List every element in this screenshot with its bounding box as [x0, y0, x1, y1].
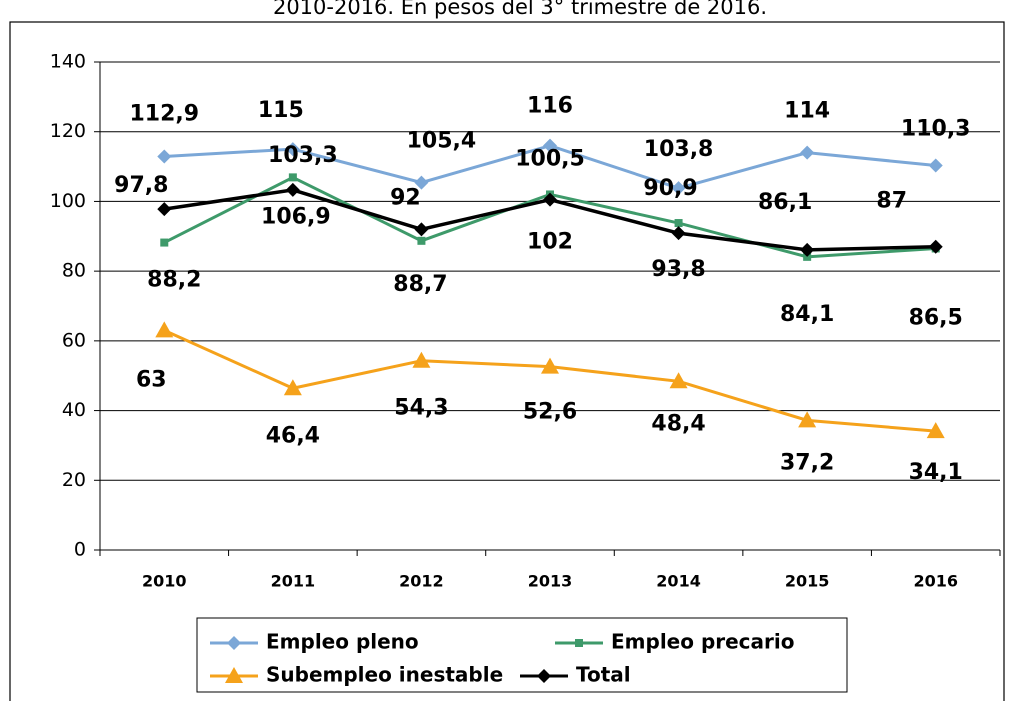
marker	[543, 138, 557, 153]
marker	[543, 192, 557, 207]
x-tick-label: 2014	[656, 572, 701, 591]
marker	[928, 239, 943, 254]
chart-title: 2010-2016. En pesos del 3° trimestre de …	[273, 0, 767, 19]
data-label: 86,5	[909, 305, 963, 330]
data-label: 114	[784, 99, 830, 124]
data-label: 103,8	[644, 137, 714, 162]
marker	[800, 242, 815, 257]
y-tick-label: 20	[62, 469, 86, 491]
x-tick-label: 2016	[913, 572, 958, 591]
data-label: 48,4	[651, 411, 705, 436]
y-tick-label: 100	[50, 190, 86, 212]
y-tick-label: 60	[62, 329, 86, 351]
data-label: 37,2	[780, 450, 834, 475]
data-label: 92	[390, 185, 421, 210]
data-label: 103,3	[268, 143, 338, 168]
x-tick-label: 2015	[785, 572, 830, 591]
data-label: 88,7	[393, 272, 447, 297]
marker	[414, 222, 429, 237]
marker	[285, 182, 300, 197]
x-tick-label: 2012	[399, 572, 444, 591]
data-label: 34,1	[909, 460, 963, 485]
y-tick-label: 40	[62, 399, 86, 421]
marker	[283, 379, 302, 396]
legend-label: Total	[576, 663, 631, 687]
data-label: 116	[527, 94, 573, 119]
data-label: 97,8	[114, 173, 168, 198]
marker	[160, 238, 169, 247]
marker	[157, 149, 172, 164]
data-label: 54,3	[394, 396, 448, 421]
data-label: 112,9	[129, 101, 199, 126]
marker	[674, 219, 683, 228]
data-label: 87	[876, 189, 907, 214]
marker	[541, 357, 559, 374]
marker	[285, 142, 300, 157]
marker	[800, 145, 815, 160]
marker	[155, 321, 174, 338]
legend-marker	[575, 639, 583, 647]
data-label: 102	[527, 229, 573, 254]
data-label: 86,1	[758, 190, 812, 215]
marker	[157, 202, 172, 217]
title-band	[0, 0, 1009, 20]
data-label: 88,2	[147, 268, 201, 293]
y-tick-label: 0	[74, 539, 86, 561]
marker	[412, 351, 431, 368]
data-label: 115	[258, 98, 304, 123]
data-label: 106,9	[261, 204, 331, 229]
x-tick-label: 2010	[142, 572, 187, 591]
data-label: 105,4	[407, 129, 477, 154]
x-tick-label: 2011	[271, 572, 316, 591]
y-tick-label: 80	[62, 260, 86, 282]
legend-marker	[225, 667, 243, 683]
marker	[417, 236, 426, 245]
y-tick-label: 120	[50, 120, 86, 142]
data-label: 46,4	[266, 423, 320, 448]
marker	[928, 158, 943, 173]
marker	[414, 175, 429, 190]
data-label: 110,3	[901, 117, 971, 142]
legend-label: Empleo pleno	[266, 630, 419, 654]
chart-frame	[9, 21, 1005, 701]
data-label: 63	[136, 367, 167, 392]
legend-marker	[227, 636, 241, 650]
marker	[288, 173, 297, 182]
data-label: 84,1	[780, 302, 834, 327]
marker	[926, 422, 945, 439]
x-tick-label: 2013	[528, 572, 573, 591]
data-label: 100,5	[515, 147, 585, 172]
legend-marker	[537, 669, 551, 683]
marker	[669, 372, 688, 389]
marker	[671, 181, 686, 196]
legend-label: Subempleo inestable	[266, 663, 503, 687]
data-label: 52,6	[523, 400, 577, 425]
marker	[798, 411, 817, 428]
legend-label: Empleo precario	[611, 630, 795, 654]
marker	[671, 226, 686, 241]
data-label: 93,8	[651, 257, 705, 282]
legend-box	[196, 617, 848, 693]
data-label: 90,9	[643, 176, 697, 201]
y-tick-label: 140	[50, 51, 86, 73]
